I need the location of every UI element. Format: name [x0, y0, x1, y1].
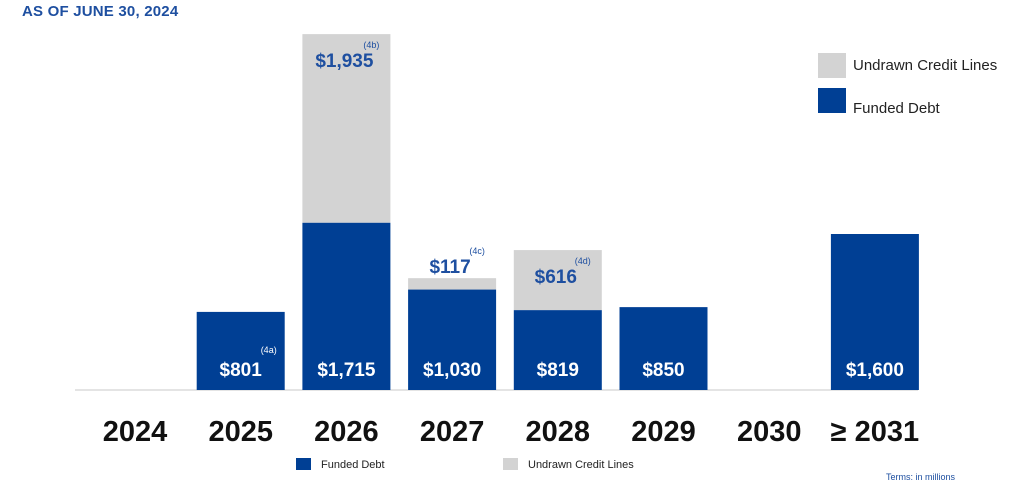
undrawn-note-3: (4c) — [469, 246, 485, 256]
legend-swatch-undrawn — [818, 53, 846, 78]
legend-swatch-funded — [818, 88, 846, 113]
funded-bar-1 — [196, 311, 285, 390]
funded-bar-2 — [302, 222, 391, 390]
funded-value-label-5: $850 — [642, 360, 684, 381]
category-label-1: 2025 — [208, 416, 273, 448]
bottom-legend-swatch-funded — [296, 458, 311, 470]
category-label-4: 2028 — [526, 416, 591, 448]
category-label-0: 2024 — [103, 416, 168, 448]
funded-value-label-4: $819 — [537, 360, 579, 381]
funded-value-label-2: $1,715 — [317, 360, 376, 381]
undrawn-note-4: (4d) — [575, 256, 591, 266]
legend-label-undrawn: Undrawn Credit Lines — [853, 57, 997, 74]
chart-header: AS OF JUNE 30, 2024 — [22, 3, 179, 20]
category-label-6: 2030 — [737, 416, 802, 448]
undrawn-value-label-3: $117 — [429, 257, 470, 278]
bottom-legend-label-funded: Funded Debt — [321, 459, 385, 471]
undrawn-bar-3 — [408, 278, 497, 290]
legend-label-funded: Funded Debt — [853, 100, 941, 117]
funded-value-label-7: $1,600 — [846, 360, 904, 381]
bottom-legend-label-undrawn: Undrawn Credit Lines — [528, 459, 634, 471]
bottom-legend-swatch-undrawn — [503, 458, 518, 470]
category-label-3: 2027 — [420, 416, 485, 448]
funded-bar-4 — [513, 310, 602, 390]
undrawn-value-label-2: $1,935 — [315, 51, 374, 72]
category-label-2: 2026 — [314, 416, 379, 448]
funded-bar-3 — [408, 289, 497, 390]
units-footnote: Terms: in millions — [886, 472, 956, 482]
undrawn-note-2: (4b) — [363, 40, 379, 50]
funded-bar-7 — [830, 234, 919, 390]
funded-note-1: (4a) — [261, 345, 277, 355]
funded-bar-5 — [619, 307, 708, 390]
funded-value-label-3: $1,030 — [423, 360, 481, 381]
funded-value-label-1: $801 — [220, 360, 263, 381]
category-label-7: ≥ 2031 — [831, 416, 920, 448]
category-label-5: 2029 — [631, 416, 696, 448]
undrawn-bar-4 — [513, 250, 602, 311]
undrawn-bar-2 — [302, 34, 391, 223]
undrawn-value-label-4: $616 — [535, 267, 577, 288]
